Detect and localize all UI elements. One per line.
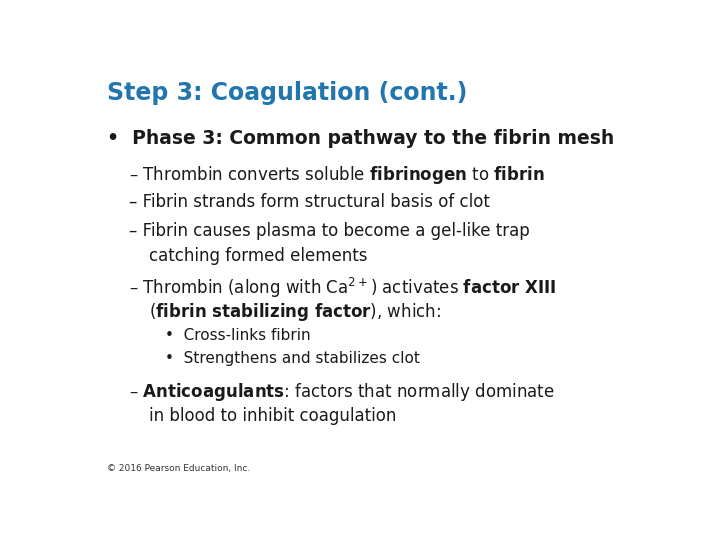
Text: – $\mathbf{Anticoagulants}$: factors that normally dominate: – $\mathbf{Anticoagulants}$: factors tha…	[129, 381, 555, 403]
Text: catching formed elements: catching formed elements	[148, 247, 367, 265]
Text: – Thrombin converts soluble $\mathbf{fibrinogen}$ to $\mathbf{fibrin}$: – Thrombin converts soluble $\mathbf{fib…	[129, 164, 545, 186]
Text: •  Cross-links fibrin: • Cross-links fibrin	[166, 328, 311, 342]
Text: © 2016 Pearson Education, Inc.: © 2016 Pearson Education, Inc.	[107, 464, 250, 473]
Text: – Fibrin strands form structural basis of clot: – Fibrin strands form structural basis o…	[129, 193, 490, 211]
Text: Step 3: Coagulation (cont.): Step 3: Coagulation (cont.)	[107, 82, 467, 105]
Text: ($\mathbf{fibrin\ stabilizing\ factor}$), which:: ($\mathbf{fibrin\ stabilizing\ factor}$)…	[148, 301, 441, 323]
Text: •  Phase 3: Common pathway to the fibrin mesh: • Phase 3: Common pathway to the fibrin …	[107, 129, 614, 149]
Text: – Thrombin (along with Ca$^{2+}$) activates $\mathbf{factor\ XIII}$: – Thrombin (along with Ca$^{2+}$) activa…	[129, 276, 556, 300]
Text: – Fibrin causes plasma to become a gel-like trap: – Fibrin causes plasma to become a gel-l…	[129, 222, 530, 240]
Text: •  Strengthens and stabilizes clot: • Strengthens and stabilizes clot	[166, 351, 420, 366]
Text: in blood to inhibit coagulation: in blood to inhibit coagulation	[148, 407, 396, 424]
